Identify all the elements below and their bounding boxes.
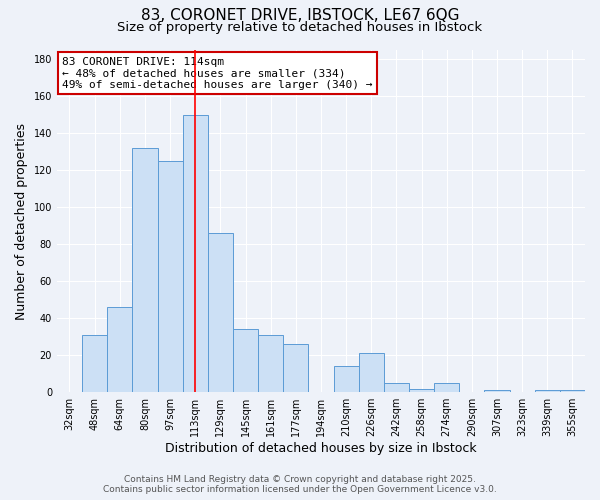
Bar [258,335,283,392]
Bar [535,390,560,392]
Y-axis label: Number of detached properties: Number of detached properties [15,122,28,320]
Text: 83, CORONET DRIVE, IBSTOCK, LE67 6QG: 83, CORONET DRIVE, IBSTOCK, LE67 6QG [141,8,459,22]
Text: Contains HM Land Registry data © Crown copyright and database right 2025.
Contai: Contains HM Land Registry data © Crown c… [103,474,497,494]
Bar [133,148,158,392]
Bar [233,330,258,392]
Bar [484,390,509,392]
Text: 83 CORONET DRIVE: 114sqm
← 48% of detached houses are smaller (334)
49% of semi-: 83 CORONET DRIVE: 114sqm ← 48% of detach… [62,57,373,90]
Bar [409,388,434,392]
Text: Size of property relative to detached houses in Ibstock: Size of property relative to detached ho… [118,21,482,34]
Bar [182,114,208,392]
X-axis label: Distribution of detached houses by size in Ibstock: Distribution of detached houses by size … [165,442,477,455]
Bar [560,390,585,392]
Bar [359,354,384,392]
Bar [82,335,107,392]
Bar [107,307,133,392]
Bar [208,233,233,392]
Bar [434,383,459,392]
Bar [334,366,359,392]
Bar [158,161,182,392]
Bar [384,383,409,392]
Bar [283,344,308,392]
